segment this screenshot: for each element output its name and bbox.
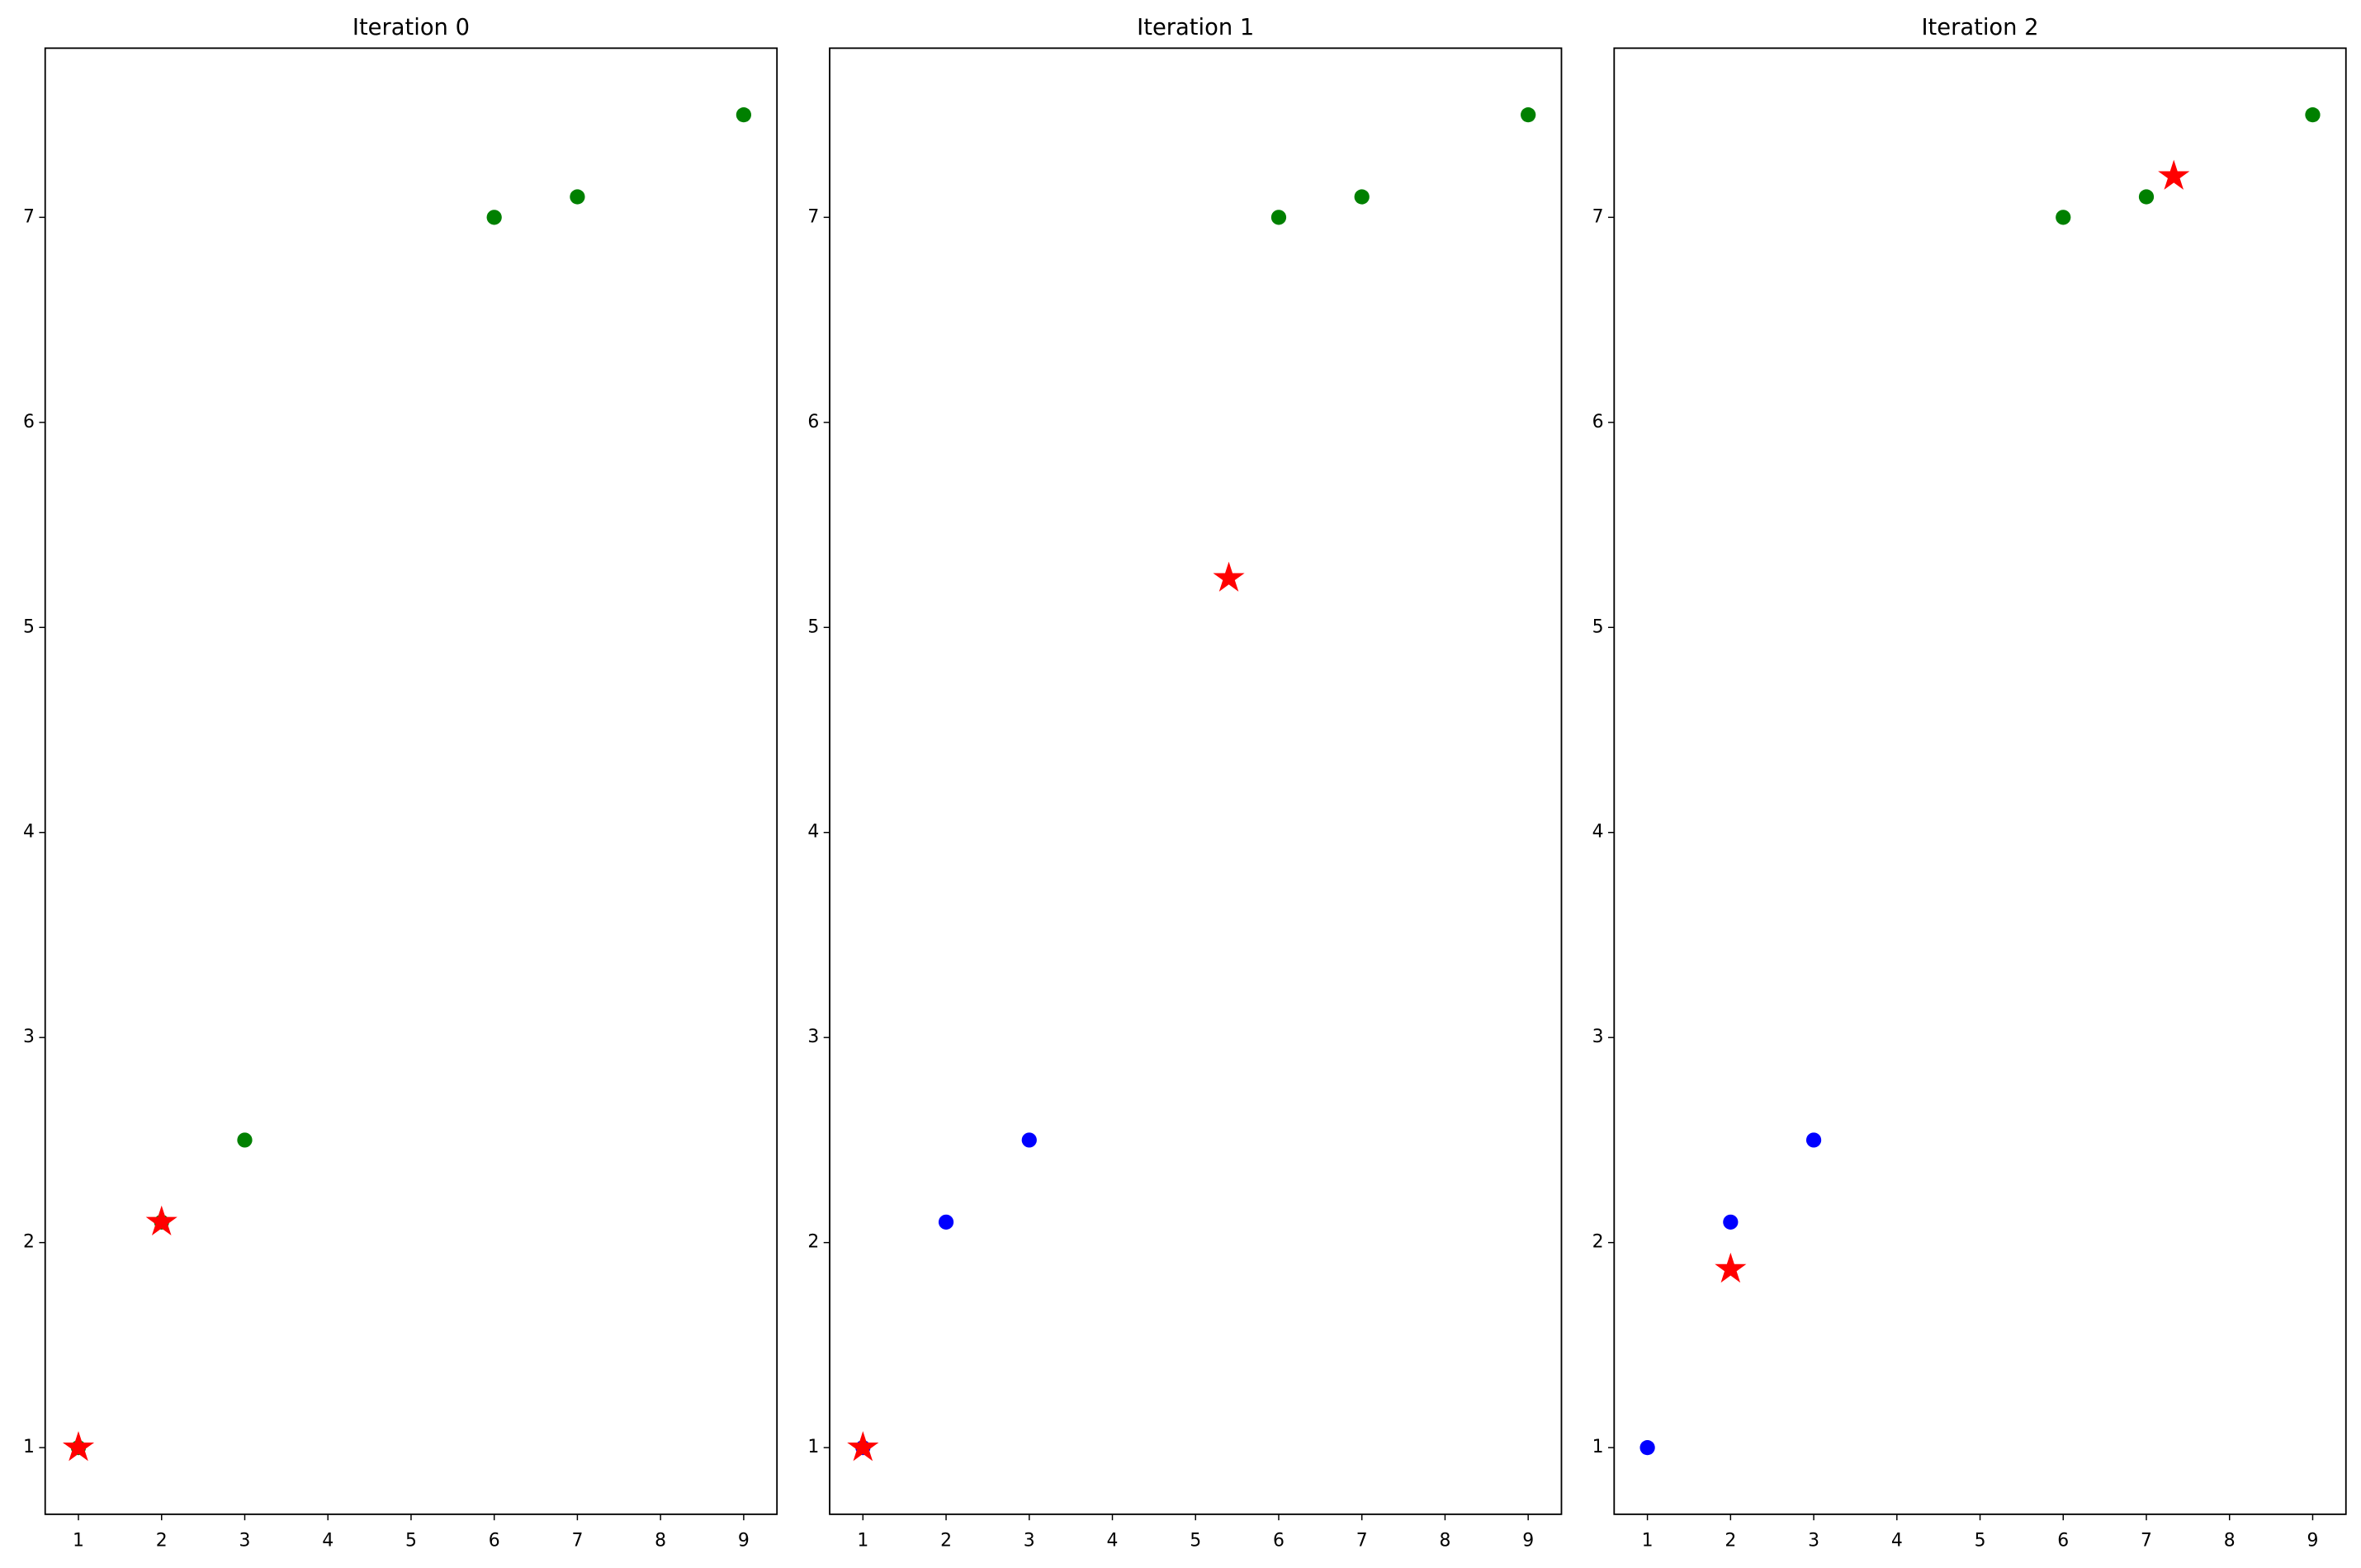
point bbox=[1723, 1214, 1739, 1230]
subplot-title: Iteration 0 bbox=[352, 15, 470, 40]
point bbox=[2056, 210, 2071, 225]
x-tick-label: 7 bbox=[2141, 1531, 2152, 1551]
x-tick-label: 1 bbox=[73, 1531, 84, 1551]
x-tick-label: 3 bbox=[1808, 1531, 1819, 1551]
y-tick-label: 4 bbox=[23, 822, 35, 843]
y-tick-label: 7 bbox=[1592, 206, 1604, 227]
x-tick-label: 5 bbox=[1975, 1531, 1986, 1551]
subplot-title: Iteration 2 bbox=[1921, 15, 2038, 40]
point bbox=[1639, 1440, 1655, 1456]
y-tick-label: 6 bbox=[807, 412, 819, 432]
y-tick-label: 3 bbox=[1592, 1027, 1604, 1047]
y-tick-label: 4 bbox=[807, 822, 819, 843]
y-tick-label: 1 bbox=[23, 1437, 35, 1457]
x-tick-label: 7 bbox=[571, 1531, 583, 1551]
y-tick-label: 7 bbox=[807, 206, 819, 227]
x-tick-label: 1 bbox=[857, 1531, 868, 1551]
y-tick-label: 3 bbox=[807, 1027, 819, 1047]
y-tick-label: 6 bbox=[23, 412, 35, 432]
point bbox=[237, 1132, 253, 1148]
point bbox=[486, 210, 502, 225]
centroid bbox=[2158, 159, 2190, 190]
centroid bbox=[1715, 1252, 1747, 1283]
y-tick-label: 1 bbox=[807, 1437, 819, 1457]
x-tick-label: 8 bbox=[2224, 1531, 2236, 1551]
x-tick-label: 2 bbox=[1725, 1531, 1736, 1551]
point bbox=[2305, 106, 2321, 123]
x-tick-label: 6 bbox=[2057, 1531, 2069, 1551]
point bbox=[736, 106, 751, 123]
x-tick-label: 2 bbox=[940, 1531, 952, 1551]
y-tick-label: 2 bbox=[23, 1232, 35, 1253]
x-tick-label: 5 bbox=[1190, 1531, 1201, 1551]
x-tick-label: 1 bbox=[1642, 1531, 1654, 1551]
y-tick-label: 5 bbox=[1592, 616, 1604, 637]
y-tick-label: 2 bbox=[807, 1232, 819, 1253]
x-tick-label: 9 bbox=[738, 1531, 750, 1551]
point bbox=[2138, 189, 2155, 205]
x-tick-label: 7 bbox=[1356, 1531, 1368, 1551]
x-tick-label: 5 bbox=[405, 1531, 417, 1551]
centroid bbox=[145, 1205, 177, 1236]
x-tick-label: 9 bbox=[2307, 1531, 2319, 1551]
x-tick-label: 3 bbox=[239, 1531, 251, 1551]
subplot-title: Iteration 1 bbox=[1137, 15, 1254, 40]
centroid bbox=[847, 1431, 879, 1462]
y-tick-label: 4 bbox=[1592, 822, 1604, 843]
x-tick-label: 6 bbox=[1273, 1531, 1285, 1551]
x-tick-label: 8 bbox=[1439, 1531, 1450, 1551]
centroid bbox=[62, 1431, 95, 1462]
y-tick-label: 7 bbox=[23, 206, 35, 227]
point bbox=[570, 189, 585, 205]
y-tick-label: 2 bbox=[1592, 1232, 1604, 1253]
point bbox=[1270, 210, 1287, 225]
x-tick-label: 9 bbox=[1522, 1531, 1534, 1551]
point bbox=[938, 1214, 954, 1230]
point bbox=[1021, 1132, 1037, 1148]
y-tick-label: 5 bbox=[807, 616, 819, 637]
axes-frame bbox=[44, 47, 778, 1515]
x-tick-label: 4 bbox=[1891, 1531, 1903, 1551]
axes-frame bbox=[829, 47, 1563, 1515]
point bbox=[1521, 106, 1536, 123]
point bbox=[1805, 1132, 1822, 1148]
y-tick-label: 6 bbox=[1592, 412, 1604, 432]
centroid bbox=[1213, 561, 1245, 592]
axes-frame bbox=[1613, 47, 2347, 1515]
y-tick-label: 5 bbox=[23, 616, 35, 637]
x-tick-label: 4 bbox=[322, 1531, 334, 1551]
x-tick-label: 2 bbox=[156, 1531, 168, 1551]
x-tick-label: 4 bbox=[1107, 1531, 1119, 1551]
x-tick-label: 8 bbox=[655, 1531, 666, 1551]
x-tick-label: 3 bbox=[1024, 1531, 1035, 1551]
y-tick-label: 1 bbox=[1592, 1437, 1604, 1457]
point bbox=[1354, 189, 1370, 205]
x-tick-label: 6 bbox=[489, 1531, 500, 1551]
y-tick-label: 3 bbox=[23, 1027, 35, 1047]
